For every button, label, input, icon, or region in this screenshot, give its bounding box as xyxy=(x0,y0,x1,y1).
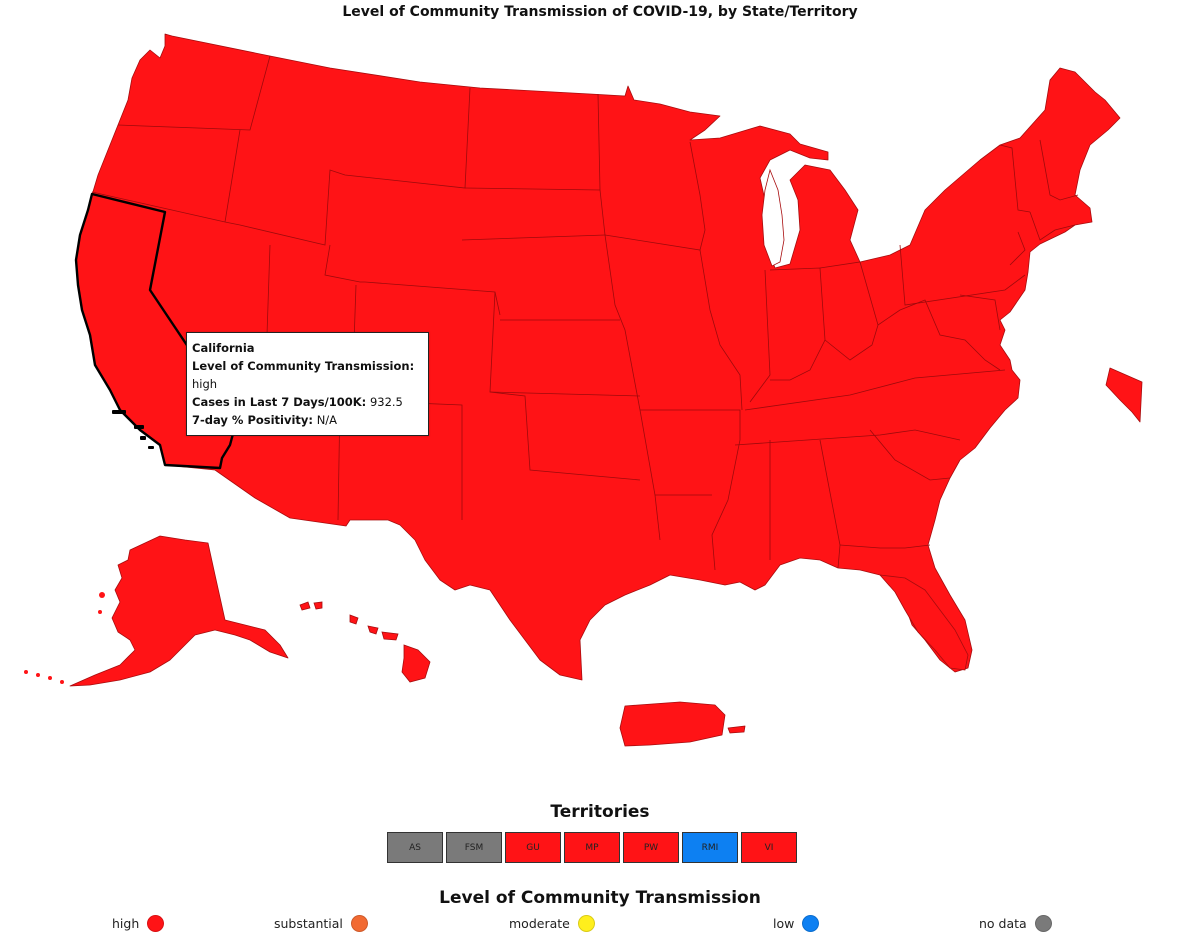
territory-label: GU xyxy=(526,842,540,853)
lake-michigan xyxy=(761,168,785,267)
legend-label: substantial xyxy=(274,915,343,931)
legend-item-no-data[interactable]: no data xyxy=(979,913,1052,933)
territory-button-pw[interactable]: PW xyxy=(623,832,679,863)
territory-label: VI xyxy=(764,842,774,853)
state-borders xyxy=(91,55,1079,571)
legend-swatch-moderate xyxy=(577,914,595,932)
legend-label: moderate xyxy=(509,915,570,931)
map-title: Level of Community Transmission of COVID… xyxy=(342,4,858,20)
territory-button-gu[interactable]: GU xyxy=(505,832,561,863)
tooltip-level-label: Level of Community Transmission: xyxy=(192,359,415,373)
puerto-rico-shape[interactable] xyxy=(619,701,726,747)
tooltip-state-name: California xyxy=(192,341,255,355)
legend-swatch-substantial xyxy=(350,914,368,932)
hawaii-shape[interactable] xyxy=(299,601,431,683)
territory-button-mp[interactable]: MP xyxy=(564,832,620,863)
tooltip-positivity-value: N/A xyxy=(316,413,338,427)
legend-label: high xyxy=(112,915,140,931)
legend-item-moderate[interactable]: moderate xyxy=(509,913,595,933)
tooltip-positivity-label: 7-day % Positivity: xyxy=(192,413,314,427)
legend-swatch-no-data xyxy=(1034,914,1052,932)
legend-item-low[interactable]: low xyxy=(773,913,820,933)
legend-item-high[interactable]: high xyxy=(112,913,165,933)
legend-item-substantial[interactable]: substantial xyxy=(274,913,368,933)
florida-shape[interactable] xyxy=(879,574,969,671)
puerto-rico-islet xyxy=(727,725,746,734)
tooltip-level-value: high xyxy=(192,377,218,391)
tooltip-cases-value: 932.5 xyxy=(369,395,403,409)
alaska-shape[interactable] xyxy=(69,535,289,687)
territory-label: MP xyxy=(585,842,599,853)
territory-button-as[interactable]: AS xyxy=(387,832,443,863)
tooltip-cases-label: Cases in Last 7 Days/100K: xyxy=(192,395,367,409)
territory-button-vi[interactable]: VI xyxy=(741,832,797,863)
territory-label: AS xyxy=(409,842,421,853)
legend-heading: Level of Community Transmission xyxy=(439,888,761,908)
tooltip-level-row: Level of Community Transmission: high xyxy=(192,357,428,393)
territory-label: RMI xyxy=(701,842,719,853)
tooltip-cases-row: Cases in Last 7 Days/100K: 932.5 xyxy=(192,393,428,411)
state-tooltip: California Level of Community Transmissi… xyxy=(186,332,429,436)
tooltip-positivity-row: 7-day % Positivity: N/A xyxy=(192,411,428,429)
channel-islands xyxy=(112,410,154,449)
aleutian-islands xyxy=(24,592,105,684)
territory-button-rmi[interactable]: RMI xyxy=(682,832,738,863)
territory-label: FSM xyxy=(464,842,484,853)
territory-label: PW xyxy=(643,842,659,853)
territory-button-fsm[interactable]: FSM xyxy=(446,832,502,863)
legend-label: no data xyxy=(979,915,1027,931)
legend-swatch-low xyxy=(802,914,820,932)
legend-label: low xyxy=(773,915,795,931)
territories-heading: Territories xyxy=(550,802,650,822)
us-transmission-map[interactable] xyxy=(0,0,1200,790)
contiguous-us-shape[interactable] xyxy=(75,33,1121,681)
territories-bar: AS FSM GU MP PW RMI VI xyxy=(387,832,797,866)
territory-island-shape[interactable] xyxy=(1105,367,1143,423)
legend-swatch-high xyxy=(147,914,165,932)
